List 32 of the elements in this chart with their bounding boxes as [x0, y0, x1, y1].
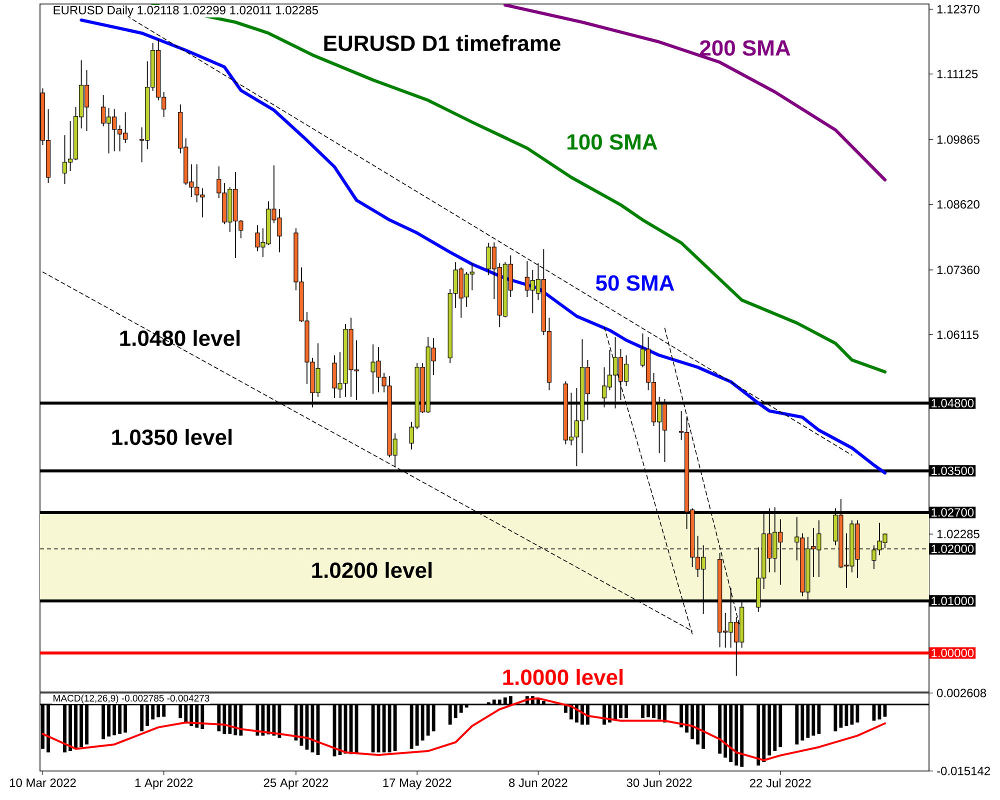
annotation: 1.0000 level	[503, 668, 623, 686]
x-tick-label: 22 Jul 2022	[750, 778, 811, 788]
annotation: 1.0480 level	[120, 330, 240, 346]
annotation: 1.0200 level	[312, 562, 432, 578]
y-tick-label: 1.06115	[937, 330, 979, 339]
series-label: 50 SMA	[596, 275, 674, 291]
ref-line-label: 1.00000	[932, 648, 974, 658]
series-label: 200 SMA	[700, 40, 790, 56]
x-tick-label: 8 Jun 2022	[509, 778, 568, 788]
chart-title: MACD(12,26,9) -0.002785 -0.004273	[54, 694, 210, 704]
ref-line-label: 1.02700	[932, 508, 974, 517]
y-tick-label: 1.07360	[937, 266, 980, 274]
x-tick-label: 17 May 2022	[383, 778, 452, 790]
annotation: 1.0350 level	[112, 428, 232, 446]
chart-title: EURUSD Daily 1.02118 1.02299 1.02011 1.02285	[54, 6, 318, 17]
ref-line-label: 1.03500	[932, 466, 974, 476]
ref-line-label: 1.02000	[932, 544, 974, 554]
ref-line-label: 1.04800	[932, 398, 974, 408]
x-tick-label: 30 Jun 2022	[626, 778, 692, 788]
y-tick-label: 1.08620	[937, 200, 980, 209]
y-tick-label: 1.11125	[937, 70, 978, 78]
y-tick-label: 1.12370	[937, 4, 980, 14]
text: EURUSD D1 timeframe	[324, 34, 560, 52]
y-tick-label: 0.002608	[937, 688, 986, 698]
y-tick-label: -0.015142	[937, 766, 990, 776]
x-tick-label: 10 Mar 2022	[10, 778, 76, 788]
y-tick-label: 1.09865	[937, 135, 980, 144]
series-label: 100 SMA	[568, 134, 658, 150]
x-tick-label: 1 Apr 2022	[135, 778, 193, 790]
x-tick-label: 25 Apr 2022	[264, 778, 328, 790]
y-tick-label: 1.02285	[937, 530, 980, 538]
ref-line-label: 1.01000	[932, 596, 974, 606]
